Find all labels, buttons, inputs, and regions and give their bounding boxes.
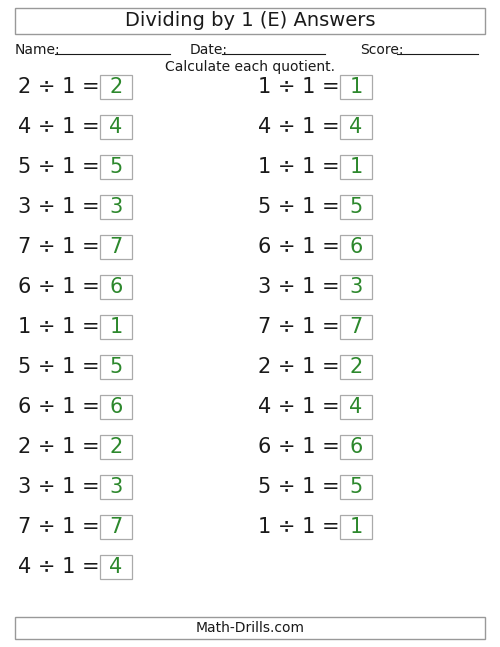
Text: 5: 5 xyxy=(350,197,362,217)
Text: 3: 3 xyxy=(110,477,122,497)
Text: 1: 1 xyxy=(110,317,122,337)
Text: Dividing by 1 (E) Answers: Dividing by 1 (E) Answers xyxy=(125,12,375,30)
Bar xyxy=(100,235,132,259)
Text: 7: 7 xyxy=(110,237,122,257)
Bar xyxy=(100,115,132,139)
Text: 5: 5 xyxy=(350,477,362,497)
Text: 6 ÷ 1 =: 6 ÷ 1 = xyxy=(18,277,106,297)
Text: 5 ÷ 1 =: 5 ÷ 1 = xyxy=(258,197,346,217)
Text: 4 ÷ 1 =: 4 ÷ 1 = xyxy=(18,117,106,137)
Text: 7: 7 xyxy=(110,517,122,537)
Text: 4 ÷ 1 =: 4 ÷ 1 = xyxy=(258,397,346,417)
Text: 2: 2 xyxy=(350,357,362,377)
Bar xyxy=(340,155,372,179)
Text: 5 ÷ 1 =: 5 ÷ 1 = xyxy=(258,477,346,497)
Text: 4: 4 xyxy=(110,557,122,577)
Text: 2 ÷ 1 =: 2 ÷ 1 = xyxy=(18,77,106,97)
Bar xyxy=(340,195,372,219)
Bar xyxy=(340,75,372,99)
Text: 7: 7 xyxy=(350,317,362,337)
Text: 5 ÷ 1 =: 5 ÷ 1 = xyxy=(18,157,106,177)
Text: 6: 6 xyxy=(350,237,362,257)
Text: 5: 5 xyxy=(110,157,122,177)
Text: 4: 4 xyxy=(350,117,362,137)
Bar xyxy=(340,435,372,459)
Bar xyxy=(340,395,372,419)
Text: 6: 6 xyxy=(350,437,362,457)
Text: Name:: Name: xyxy=(15,43,60,57)
Text: 3 ÷ 1 =: 3 ÷ 1 = xyxy=(18,477,106,497)
Text: 7 ÷ 1 =: 7 ÷ 1 = xyxy=(258,317,346,337)
Text: 2: 2 xyxy=(110,437,122,457)
Text: 1: 1 xyxy=(350,517,362,537)
Bar xyxy=(100,355,132,379)
Text: 1 ÷ 1 =: 1 ÷ 1 = xyxy=(258,157,346,177)
Text: 1 ÷ 1 =: 1 ÷ 1 = xyxy=(18,317,106,337)
Bar xyxy=(340,355,372,379)
Bar xyxy=(100,155,132,179)
Bar xyxy=(340,115,372,139)
Bar xyxy=(100,275,132,299)
Text: 6: 6 xyxy=(110,277,122,297)
Text: Math-Drills.com: Math-Drills.com xyxy=(196,621,304,635)
Text: 1 ÷ 1 =: 1 ÷ 1 = xyxy=(258,77,346,97)
Text: 3: 3 xyxy=(110,197,122,217)
Text: 5: 5 xyxy=(110,357,122,377)
Bar xyxy=(340,315,372,339)
Text: Date:: Date: xyxy=(190,43,228,57)
Bar xyxy=(100,315,132,339)
Text: 2 ÷ 1 =: 2 ÷ 1 = xyxy=(258,357,346,377)
Text: 3 ÷ 1 =: 3 ÷ 1 = xyxy=(18,197,106,217)
Text: 1: 1 xyxy=(350,77,362,97)
Bar xyxy=(340,235,372,259)
Text: 6 ÷ 1 =: 6 ÷ 1 = xyxy=(18,397,106,417)
Text: 7 ÷ 1 =: 7 ÷ 1 = xyxy=(18,517,106,537)
Bar xyxy=(100,475,132,499)
Bar xyxy=(100,515,132,539)
Bar xyxy=(100,195,132,219)
Text: 4 ÷ 1 =: 4 ÷ 1 = xyxy=(258,117,346,137)
Text: 4: 4 xyxy=(110,117,122,137)
Text: 2 ÷ 1 =: 2 ÷ 1 = xyxy=(18,437,106,457)
Bar xyxy=(340,515,372,539)
Text: 2: 2 xyxy=(110,77,122,97)
Text: Calculate each quotient.: Calculate each quotient. xyxy=(165,60,335,74)
Text: 7 ÷ 1 =: 7 ÷ 1 = xyxy=(18,237,106,257)
Text: 6 ÷ 1 =: 6 ÷ 1 = xyxy=(258,237,346,257)
Text: 1 ÷ 1 =: 1 ÷ 1 = xyxy=(258,517,346,537)
Text: 1: 1 xyxy=(350,157,362,177)
Bar xyxy=(100,75,132,99)
Text: 3: 3 xyxy=(350,277,362,297)
Text: 4: 4 xyxy=(350,397,362,417)
Bar xyxy=(100,395,132,419)
Bar xyxy=(100,555,132,579)
Text: 3 ÷ 1 =: 3 ÷ 1 = xyxy=(258,277,346,297)
Text: 5 ÷ 1 =: 5 ÷ 1 = xyxy=(18,357,106,377)
Bar xyxy=(340,275,372,299)
Text: 6: 6 xyxy=(110,397,122,417)
Bar xyxy=(15,617,485,639)
Bar xyxy=(100,435,132,459)
Bar xyxy=(340,475,372,499)
Text: 6 ÷ 1 =: 6 ÷ 1 = xyxy=(258,437,346,457)
Text: 4 ÷ 1 =: 4 ÷ 1 = xyxy=(18,557,106,577)
Text: Score:: Score: xyxy=(360,43,404,57)
Bar xyxy=(15,8,485,34)
